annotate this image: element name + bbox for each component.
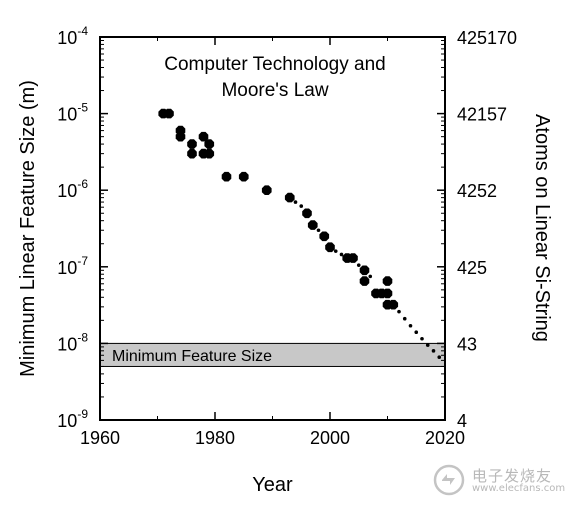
trend-dot: [293, 200, 298, 204]
data-point: [319, 231, 330, 242]
trend-dot: [431, 349, 436, 353]
y2-tick-label: 425170: [457, 28, 517, 48]
y-tick-label: 10-5: [57, 101, 88, 125]
axis-ticks: 1960 1980 2000 2020 10-9 10-8 10-7 10-6 10-5 10-4…: [57, 24, 517, 448]
data-point: [204, 148, 215, 159]
data-point: [221, 171, 232, 182]
trend-dot: [299, 204, 304, 208]
y2-tick-label: 43: [457, 334, 477, 354]
y2-tick-label: 4252: [457, 181, 497, 201]
data-point: [382, 276, 393, 286]
minimum-feature-size-band: Minimum Feature Size: [99, 342, 446, 367]
watermark-logo-icon: [433, 464, 465, 496]
y2-axis-label: Atoms on Linear Si-String: [531, 114, 553, 342]
trend-dot: [368, 274, 373, 279]
data-point: [204, 139, 215, 149]
data-point: [359, 276, 370, 286]
chart-title-line: Computer Technology and: [164, 54, 385, 75]
axis-labels: Computer Technology and Moore's Law Year Mi…: [17, 54, 553, 496]
trend-dot: [339, 252, 344, 257]
y-axis-label: Minimum Linear Feature Size (m): [17, 80, 39, 377]
trend-dot: [425, 343, 430, 347]
y2-tick-label: 425: [457, 258, 487, 278]
data-points: [158, 108, 399, 310]
trend-dot: [397, 309, 401, 314]
x-tick-label: 2000: [310, 428, 350, 448]
y-tick-label: 10-9: [57, 407, 88, 431]
x-tick-label: 1980: [195, 428, 235, 448]
trend-dot: [414, 330, 419, 335]
data-point: [348, 253, 358, 263]
x-tick-label: 2020: [425, 428, 465, 448]
data-point: [388, 299, 399, 310]
data-point: [302, 208, 312, 219]
trend-dot: [408, 323, 413, 328]
chart-title-line: Moore's Law: [221, 80, 328, 101]
y-tick-label: 10-4: [57, 24, 88, 48]
data-point: [325, 242, 335, 253]
watermark-cn-text: 电子发烧友: [472, 467, 553, 485]
data-point: [187, 139, 197, 149]
data-point: [307, 220, 318, 230]
y2-tick-label: 4: [457, 411, 467, 431]
data-point: [359, 265, 370, 276]
data-point: [175, 131, 186, 142]
x-axis-label: Year: [252, 474, 293, 496]
y2-tick-label: 42157: [457, 105, 507, 125]
data-point: [187, 148, 197, 159]
x-tick-label: 1960: [80, 428, 120, 448]
y-tick-label: 10-6: [57, 177, 88, 201]
data-point: [382, 288, 393, 299]
trend-dot: [402, 316, 407, 321]
data-point: [164, 108, 174, 119]
data-point: [238, 171, 249, 182]
trend-dot: [316, 228, 321, 233]
data-point: [284, 192, 295, 203]
band-label: Minimum Feature Size: [112, 348, 272, 365]
y-tick-label: 10-8: [57, 330, 88, 354]
watermark-url-text: www.elecfans.com: [472, 483, 566, 494]
trend-dot: [356, 263, 361, 267]
trend-dot: [333, 249, 338, 253]
watermark: 电子发烧友 www.elecfans.com: [432, 463, 565, 499]
trend-dots: [293, 200, 442, 360]
y-tick-label: 10-7: [57, 254, 88, 278]
trend-dot: [437, 355, 442, 360]
data-point: [261, 185, 272, 195]
data-point: [198, 131, 209, 142]
trend-dot: [420, 336, 424, 341]
